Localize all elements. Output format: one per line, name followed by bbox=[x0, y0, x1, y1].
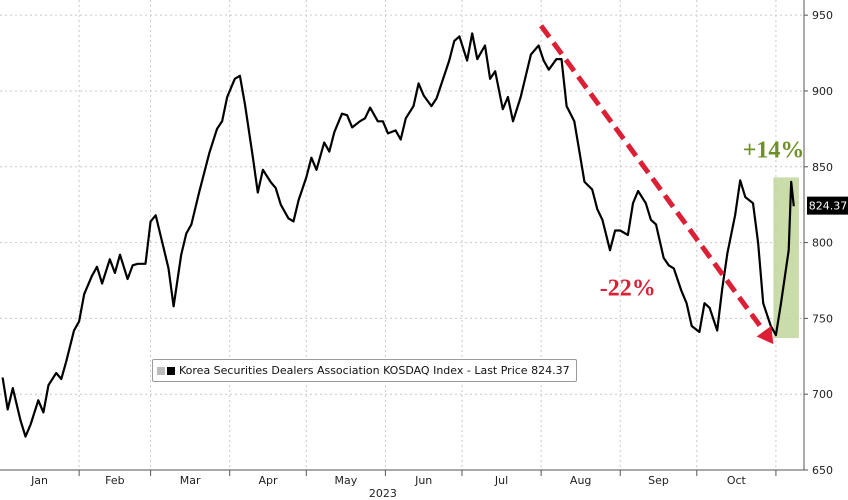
x-tick-label: Jun bbox=[414, 474, 432, 487]
legend-swatch bbox=[167, 366, 175, 375]
x-tick-label: May bbox=[334, 474, 357, 487]
y-tick-label: 850 bbox=[812, 161, 833, 174]
y-tick-label: 650 bbox=[812, 464, 833, 477]
y-tick-label: 950 bbox=[812, 9, 833, 22]
x-tick-label: Apr bbox=[258, 474, 278, 487]
y-tick-label: 700 bbox=[812, 388, 833, 401]
annotation-layer: -22% +14% 824.37 bbox=[539, 24, 848, 345]
x-tick-label: Aug bbox=[570, 474, 591, 487]
y-tick-label: 800 bbox=[812, 237, 833, 250]
x-tick-label: Mar bbox=[180, 474, 201, 487]
x-axis-title: 2023 bbox=[369, 487, 397, 500]
rebound-percent-label: +14% bbox=[743, 138, 805, 164]
kosdaq-series-line bbox=[1, 32, 795, 438]
rebound-highlight-box bbox=[773, 177, 799, 339]
decline-arrow-head bbox=[756, 325, 774, 345]
x-tick-label: Jan bbox=[30, 474, 48, 487]
decline-arrow-line bbox=[539, 24, 766, 333]
series-layer bbox=[1, 32, 795, 438]
y-tick-label: 750 bbox=[812, 312, 833, 325]
highlight-layer bbox=[773, 177, 799, 339]
x-tick-label: Feb bbox=[105, 474, 124, 487]
y-tick-label: 900 bbox=[812, 85, 833, 98]
last-price-value: 824.37 bbox=[809, 200, 848, 213]
x-tick-label: Oct bbox=[727, 474, 747, 487]
grid-layer bbox=[0, 0, 804, 471]
x-tick-label: Jul bbox=[494, 474, 508, 487]
last-price-tag bbox=[807, 196, 848, 215]
x-tick-label: Sep bbox=[648, 474, 669, 487]
legend-swatch-secondary bbox=[157, 366, 165, 375]
decline-percent-label: -22% bbox=[600, 276, 656, 302]
chart-legend: Korea Securities Dealers Association KOS… bbox=[152, 359, 577, 382]
legend-label: Korea Securities Dealers Association KOS… bbox=[179, 364, 570, 377]
